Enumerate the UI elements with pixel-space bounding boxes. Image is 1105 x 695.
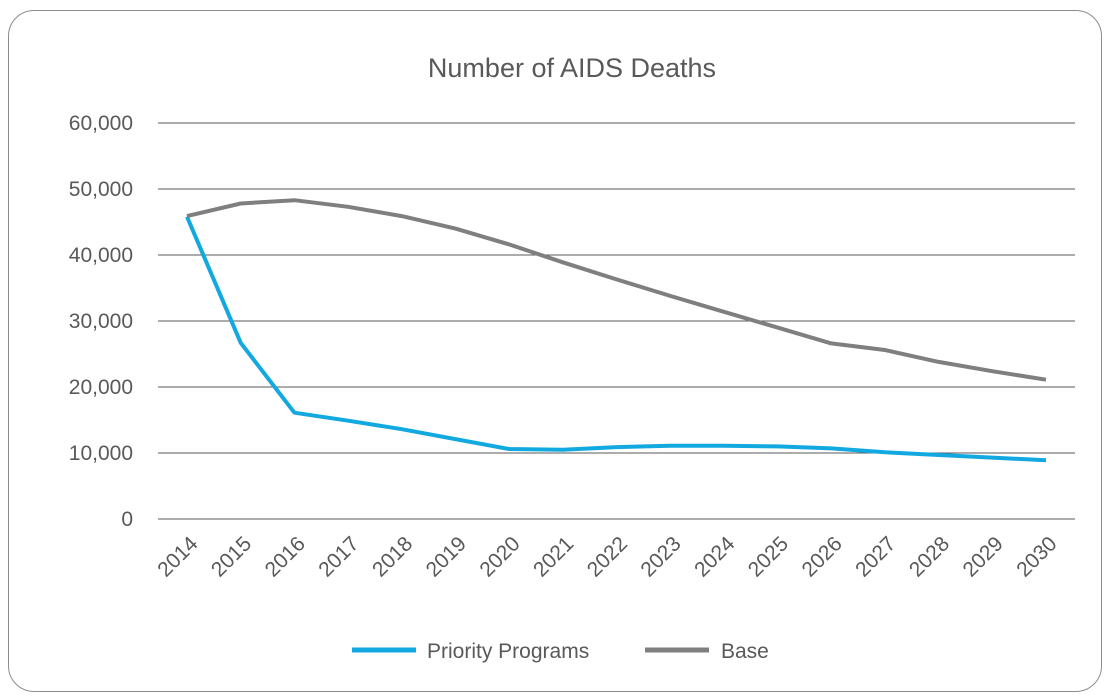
y-tick-label: 60,000 bbox=[69, 112, 133, 135]
series-line-base bbox=[186, 198, 1047, 382]
x-tick-label: 2025 bbox=[744, 532, 793, 581]
x-tick-label: 2021 bbox=[529, 532, 578, 581]
x-tick-label: 2028 bbox=[905, 532, 954, 581]
legend-label-priority-programs: Priority Programs bbox=[427, 640, 589, 663]
x-tick-label: 2023 bbox=[636, 532, 685, 581]
x-axis-ticks: 2014 2015 2016 2017 2018 2019 2020 2021 2022 2023… bbox=[153, 532, 1061, 582]
x-tick-label: 2016 bbox=[261, 532, 310, 581]
chart-title: Number of AIDS Deaths bbox=[428, 53, 716, 83]
x-tick-label: 2015 bbox=[207, 532, 256, 581]
y-axis-ticks: 0 10,000 20,000 30,000 40,000 50,000 60,000 bbox=[69, 112, 133, 531]
x-tick-label: 2022 bbox=[583, 532, 632, 581]
x-tick-label: 2026 bbox=[797, 532, 846, 581]
x-tick-label: 2017 bbox=[314, 532, 363, 581]
series-line-priority-programs bbox=[185, 215, 1047, 463]
x-tick-label: 2029 bbox=[959, 532, 1008, 581]
series-lines bbox=[185, 198, 1047, 463]
y-tick-label: 0 bbox=[121, 508, 133, 531]
x-tick-label: 2018 bbox=[368, 532, 417, 581]
x-tick-label: 2019 bbox=[422, 532, 471, 581]
x-tick-label: 2020 bbox=[475, 532, 524, 581]
legend: Priority Programs Base bbox=[352, 640, 769, 663]
x-tick-label: 2024 bbox=[690, 532, 740, 582]
y-tick-label: 50,000 bbox=[69, 178, 133, 201]
legend-label-base: Base bbox=[721, 640, 769, 663]
x-tick-label: 2030 bbox=[1012, 532, 1061, 581]
y-tick-label: 30,000 bbox=[69, 310, 133, 333]
chart-frame bbox=[8, 10, 1102, 692]
y-tick-label: 10,000 bbox=[69, 442, 133, 465]
gridlines bbox=[158, 122, 1075, 520]
y-tick-label: 40,000 bbox=[69, 244, 133, 267]
x-tick-label: 2014 bbox=[153, 532, 203, 582]
x-tick-label: 2027 bbox=[851, 532, 900, 581]
y-tick-label: 20,000 bbox=[69, 376, 133, 399]
